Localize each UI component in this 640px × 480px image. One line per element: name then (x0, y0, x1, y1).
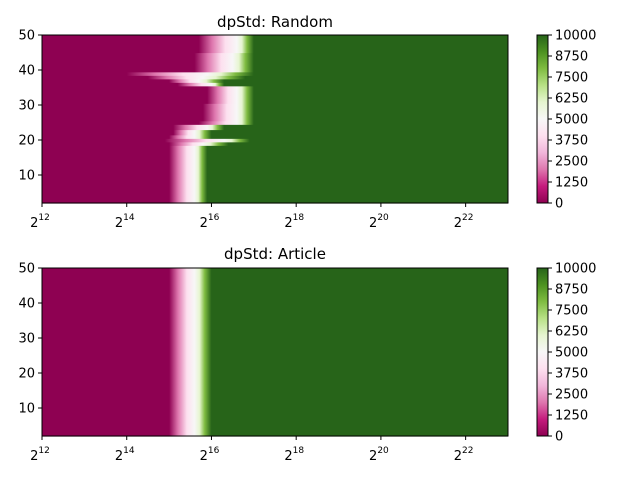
colorbar-tick-label: 1250 (555, 409, 588, 424)
colorbar: 0 1250 2500 3750 5000 6250 7500 8750 10000 (536, 29, 596, 212)
y-tick-label: 50 (18, 262, 35, 277)
colorbar-tick-label: 7500 (555, 304, 588, 319)
y-axis: 10 20 30 40 50 (18, 29, 42, 184)
x-tick-label: 216 (200, 213, 220, 231)
x-tick-label: 214 (115, 213, 135, 231)
heatmap-band (42, 71, 508, 76)
y-tick-label: 10 (18, 169, 35, 184)
heatmap-band (42, 120, 508, 125)
heatmap-band (42, 352, 508, 437)
plot-frame (41, 267, 509, 437)
heatmap-band (42, 82, 508, 87)
colorbar-tick-label: 8750 (555, 283, 588, 298)
y-tick-label: 20 (18, 134, 35, 149)
panel-random: dpStd: Random 212 214 216 218 220 222 10 20 30 4… (18, 13, 596, 231)
colorbar-tick-label: 3750 (555, 367, 588, 382)
heatmap-band (42, 85, 508, 104)
x-tick-label: 220 (369, 213, 389, 231)
heatmap-band (42, 129, 508, 136)
heatmap-band (42, 103, 508, 122)
y-tick-label: 40 (18, 64, 35, 79)
colorbar-scale (536, 34, 549, 204)
heatmap-band (42, 141, 508, 146)
chart-title: dpStd: Random (217, 13, 333, 31)
chart-title: dpStd: Article (224, 245, 326, 263)
x-tick-label: 222 (454, 213, 474, 231)
heatmap-band (42, 138, 508, 143)
colorbar-tick-label: 1250 (555, 176, 588, 191)
y-tick-label: 10 (18, 402, 35, 417)
colorbar-tick-label: 8750 (555, 50, 588, 65)
colorbar-tick-label: 5000 (555, 113, 588, 128)
x-tick-label: 212 (30, 213, 50, 231)
panel-article: dpStd: Article 212 214 216 218 220 222 10 20 30… (18, 245, 596, 464)
x-tick-label: 216 (200, 446, 220, 464)
x-tick-label: 218 (284, 213, 304, 231)
y-tick-label: 30 (18, 332, 35, 347)
x-tick-label: 220 (369, 446, 389, 464)
heatmap-band (42, 52, 508, 73)
colorbar-tick-label: 10000 (555, 262, 596, 277)
x-axis: 212 214 216 218 220 222 (30, 203, 474, 231)
colorbar: 0 1250 2500 3750 5000 6250 7500 8750 10000 (536, 262, 596, 445)
heatmap-plot-area (41, 34, 509, 204)
colorbar-tick-label: 0 (555, 197, 563, 212)
y-axis: 10 20 30 40 50 (18, 262, 42, 417)
plot-frame (41, 34, 509, 204)
heatmap-band (42, 78, 508, 83)
heatmap-band (42, 75, 508, 80)
colorbar-tick-label: 2500 (555, 155, 588, 170)
colorbar-tick-label: 3750 (555, 134, 588, 149)
x-tick-label: 212 (30, 446, 50, 464)
colorbar-tick-label: 0 (555, 430, 563, 445)
y-tick-label: 40 (18, 297, 35, 312)
colorbar-scale (536, 267, 549, 437)
heatmap-band (42, 134, 508, 139)
heatmap-band (42, 124, 508, 131)
y-tick-label: 50 (18, 29, 35, 44)
x-tick-label: 222 (454, 446, 474, 464)
colorbar-tick-label: 7500 (555, 71, 588, 86)
colorbar-tick-label: 2500 (555, 388, 588, 403)
colorbar-tick-label: 10000 (555, 29, 596, 44)
x-axis: 212 214 216 218 220 222 (30, 436, 474, 464)
y-tick-label: 30 (18, 99, 35, 114)
x-tick-label: 218 (284, 446, 304, 464)
colorbar-tick-label: 5000 (555, 346, 588, 361)
heatmap-band (42, 268, 508, 353)
colorbar-tick-label: 6250 (555, 325, 588, 340)
heatmap-plot-area (41, 267, 509, 437)
colorbar-tick-label: 6250 (555, 92, 588, 107)
heatmap-band (42, 175, 508, 204)
x-tick-label: 214 (115, 446, 135, 464)
heatmap-band (42, 145, 508, 176)
y-tick-label: 20 (18, 367, 35, 382)
heatmap-band (42, 35, 508, 54)
